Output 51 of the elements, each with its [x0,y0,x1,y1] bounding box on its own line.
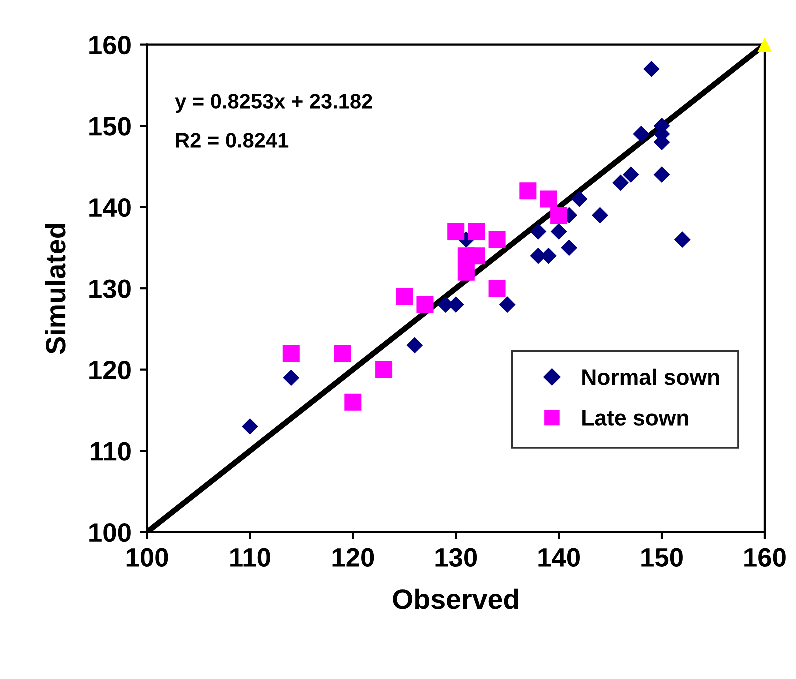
point [633,126,650,142]
point [468,223,486,240]
point [283,370,300,386]
point [654,166,670,184]
y-tick-label: 130 [90,280,131,298]
x-tick-label: 100 [126,548,168,567]
point [468,248,486,265]
y-tick-label: 150 [90,117,131,136]
annotation: R2 = 0.8241 [176,133,289,148]
point [643,60,660,78]
point [520,182,537,200]
point [612,174,630,192]
legend-label: Normal sown [582,368,720,386]
y-tick-label: 110 [91,442,131,461]
x-tick-label: 150 [642,548,683,567]
y-tick-label: 140 [90,198,131,218]
point [592,207,608,224]
point [674,232,691,248]
x-tick-label: 130 [436,548,478,568]
point [416,296,434,314]
point [561,240,578,256]
point [396,288,414,306]
point [242,418,258,435]
point [488,231,506,248]
point [458,264,475,281]
point [571,190,588,208]
x-axis-title: Observed [393,588,518,610]
point [282,345,300,362]
point [530,223,547,240]
x-tick-label: 160 [744,548,786,567]
point [758,38,772,52]
point [344,394,362,411]
point [406,337,424,354]
point [334,345,352,362]
legend-label: Late sown [582,410,688,426]
point [540,190,558,208]
point [448,223,465,240]
y-tick-label: 100 [90,523,131,542]
point [622,166,640,184]
point [376,361,393,378]
y-tick-label: 160 [90,36,131,55]
point [488,280,506,298]
x-tick-label: 110 [230,548,270,567]
point [499,296,516,314]
x-tick-label: 120 [332,548,374,567]
point [550,206,568,224]
x-tick-label: 140 [538,548,580,567]
y-tick-label: 120 [90,360,131,380]
y-axis-title: Simulated [45,224,66,354]
annotation: y = 0.8253x + 23.182 [175,94,372,114]
point [550,223,568,240]
